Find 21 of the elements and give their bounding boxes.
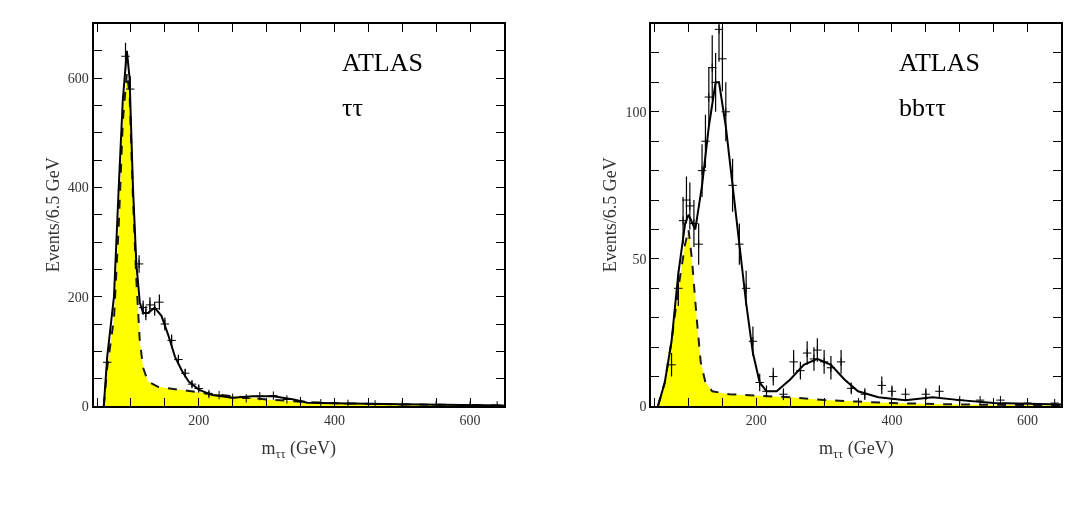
x-tick-label: 600 [1017, 412, 1039, 428]
y-axis-title: Events/6.5 GeV [42, 157, 63, 273]
y-tick-label: 0 [81, 398, 89, 414]
x-axis-title: m$_{ττ}$ (GeV) [261, 438, 337, 462]
y-tick-label: 100 [625, 104, 647, 120]
annotation: ATLAS [899, 48, 980, 77]
y-tick-label: 200 [67, 289, 89, 305]
y-tick-label: 50 [632, 251, 647, 267]
x-tick-label: 600 [459, 412, 481, 428]
y-tick-label: 400 [67, 180, 89, 196]
x-tick-label: 400 [881, 412, 903, 428]
annotation: bbττ [899, 93, 946, 122]
x-tick-label: 200 [745, 412, 767, 428]
x-tick-label: 400 [323, 412, 345, 428]
annotation: ATLAS [342, 48, 423, 77]
y-axis-title: Events/6.5 GeV [600, 157, 621, 273]
annotation: ττ [342, 93, 363, 122]
x-tick-label: 200 [188, 412, 210, 428]
y-tick-label: 600 [67, 71, 89, 87]
y-tick-label: 0 [639, 398, 647, 414]
x-axis-title: m$_{ττ}$ (GeV) [819, 438, 894, 462]
